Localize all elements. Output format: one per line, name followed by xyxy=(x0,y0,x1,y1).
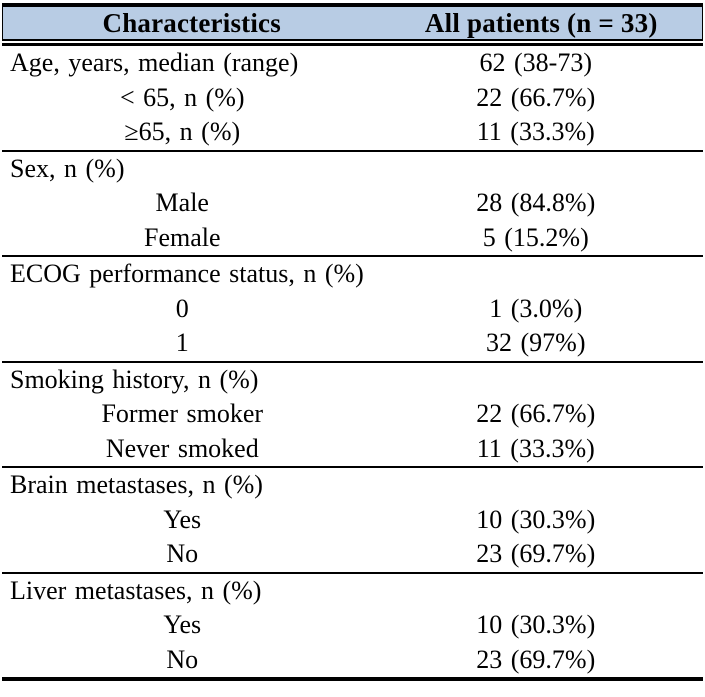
table-header-row: Characteristics All patients (n = 33) xyxy=(2,7,703,41)
row-value: 22 (66.7%) xyxy=(476,82,596,112)
table-body: Age, years, median (range) 62 (38-73) < … xyxy=(2,46,703,677)
characteristics-table: Characteristics All patients (n = 33) Ag… xyxy=(2,3,703,681)
row-value: 28 (84.8%) xyxy=(476,188,596,218)
section-brain-metastases: Brain metastases, n (%) Yes 10 (30.3%) N… xyxy=(2,466,703,572)
row-value: 22 (66.7%) xyxy=(476,399,596,429)
row-value: 32 (97%) xyxy=(486,328,586,358)
row-value: 23 (69.7%) xyxy=(476,644,596,674)
row-value: 62 (38-73) xyxy=(479,48,592,78)
row-label: < 65, n (%) xyxy=(119,82,245,112)
row-label: ≥65, n (%) xyxy=(124,117,241,147)
header-cell-characteristics: Characteristics xyxy=(102,7,281,38)
row-label: No xyxy=(166,539,199,569)
table-row: 0 1 (3.0%) xyxy=(2,292,703,327)
row-label: ECOG performance status, n (%) xyxy=(10,259,364,289)
table-row: Yes 10 (30.3%) xyxy=(2,608,703,643)
row-value: 10 (30.3%) xyxy=(476,610,596,640)
table-row: Brain metastases, n (%) xyxy=(2,468,703,503)
table-row: ≥65, n (%) 11 (33.3%) xyxy=(2,115,703,150)
row-label: 1 xyxy=(175,328,189,358)
section-sex: Sex, n (%) Male 28 (84.8%) Female 5 (15.… xyxy=(2,149,703,256)
table-row: Former smoker 22 (66.7%) xyxy=(2,397,703,432)
section-liver-metastases: Liver metastases, n (%) Yes 10 (30.3%) N… xyxy=(2,571,703,678)
row-value: 23 (69.7%) xyxy=(476,539,596,569)
row-label: Sex, n (%) xyxy=(10,153,125,183)
row-label: Former smoker xyxy=(101,399,264,429)
table-row: Yes 10 (30.3%) xyxy=(2,503,703,538)
table-bottom-rule xyxy=(2,677,703,681)
row-label: Age, years, median (range) xyxy=(10,48,299,78)
row-value: 11 (33.3%) xyxy=(476,117,595,147)
row-label: Smoking history, n (%) xyxy=(10,364,259,394)
row-label: Female xyxy=(144,222,221,252)
table-row: No 23 (69.7%) xyxy=(2,643,703,678)
row-label: 0 xyxy=(175,293,189,323)
table-row: Age, years, median (range) 62 (38-73) xyxy=(2,46,703,81)
table-row: Never smoked 11 (33.3%) xyxy=(2,432,703,467)
table-row: Sex, n (%) xyxy=(2,152,703,187)
table-row: Smoking history, n (%) xyxy=(2,363,703,398)
table-row: 1 32 (97%) xyxy=(2,326,703,361)
row-label: Yes xyxy=(163,610,202,640)
header-bottom-rule xyxy=(2,43,703,46)
row-label: No xyxy=(166,644,199,674)
section-ecog: ECOG performance status, n (%) 0 1 (3.0%… xyxy=(2,255,703,361)
section-age: Age, years, median (range) 62 (38-73) < … xyxy=(2,46,703,150)
table-row: Female 5 (15.2%) xyxy=(2,221,703,256)
table-row: No 23 (69.7%) xyxy=(2,537,703,572)
row-value: 10 (30.3%) xyxy=(476,504,596,534)
row-value: 1 (3.0%) xyxy=(489,293,583,323)
section-smoking: Smoking history, n (%) Former smoker 22 … xyxy=(2,360,703,467)
table-row: < 65, n (%) 22 (66.7%) xyxy=(2,81,703,116)
table-row: Male 28 (84.8%) xyxy=(2,186,703,221)
row-label: Yes xyxy=(163,504,202,534)
row-value: 5 (15.2%) xyxy=(482,222,589,252)
row-label: Never smoked xyxy=(105,433,259,463)
table-row: Liver metastases, n (%) xyxy=(2,574,703,609)
row-label: Brain metastases, n (%) xyxy=(10,470,263,500)
row-label: Male xyxy=(155,188,209,218)
table-row: ECOG performance status, n (%) xyxy=(2,257,703,292)
row-value: 11 (33.3%) xyxy=(476,433,595,463)
row-label: Liver metastases, n (%) xyxy=(10,575,262,605)
table-top-rule xyxy=(2,3,703,7)
header-cell-all-patients: All patients (n = 33) xyxy=(424,7,658,38)
